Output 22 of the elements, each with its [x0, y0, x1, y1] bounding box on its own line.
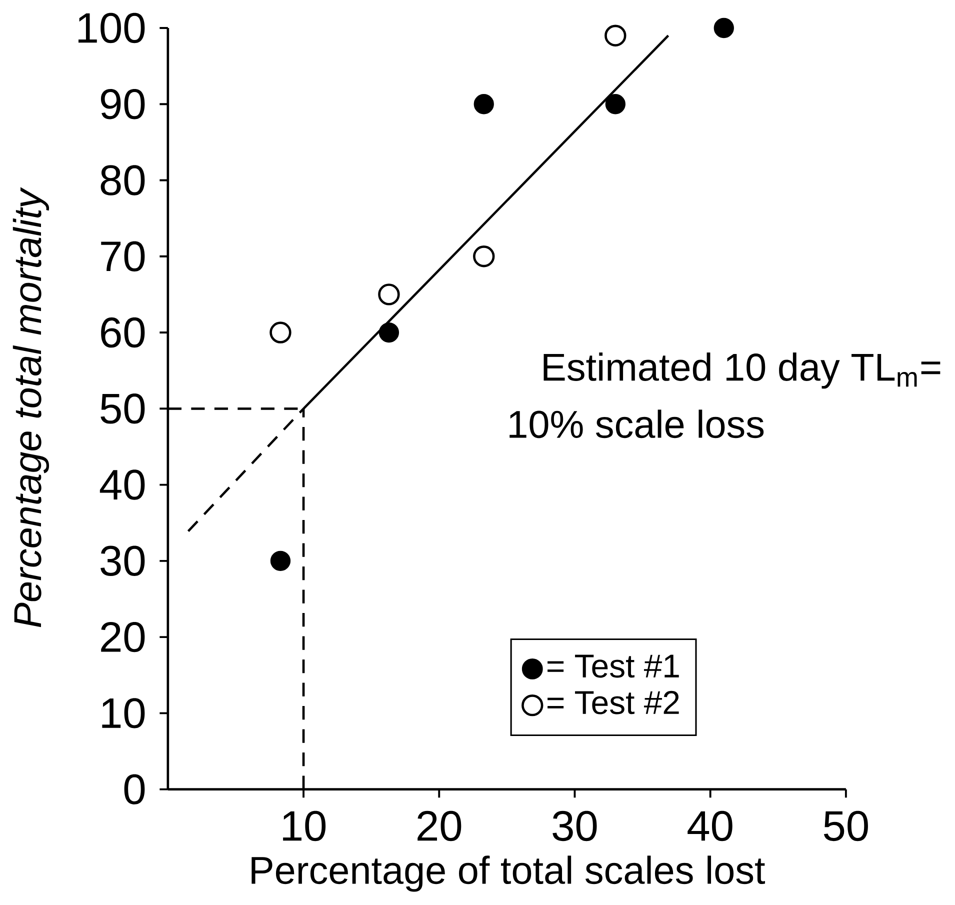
annotation: 10% scale loss	[510, 410, 764, 438]
x-tick-label: 20	[418, 811, 462, 842]
x-tick-label: 10	[283, 811, 326, 842]
y-tick-label: 20	[101, 622, 145, 652]
x-axis-title: Percentage of total scales lost	[252, 856, 765, 892]
y-tick-label: 50	[100, 394, 145, 424]
x-tick-label: 30	[552, 811, 597, 842]
x-tick-label: 40	[688, 811, 732, 842]
y-tick-label: 40	[100, 470, 145, 500]
y-tick-label: 0	[124, 774, 145, 805]
y-axis-title: Percentage total mortality	[12, 187, 50, 628]
legend-label: = Test #2	[548, 691, 679, 714]
y-tick-label: 70	[101, 241, 145, 272]
y-tick-label: 60	[101, 318, 145, 348]
y-tick-label: 80	[100, 165, 145, 196]
y-tick-label: 100	[78, 13, 145, 44]
x-tick-label: 50	[824, 811, 868, 842]
y-tick-label: 90	[100, 89, 145, 120]
legend-label: = Test #1	[548, 654, 679, 678]
y-tick-label: 10	[102, 698, 145, 728]
annotation: Estimated 10 day TL$_{m}$=	[544, 352, 940, 389]
y-tick-label: 30	[100, 546, 145, 576]
